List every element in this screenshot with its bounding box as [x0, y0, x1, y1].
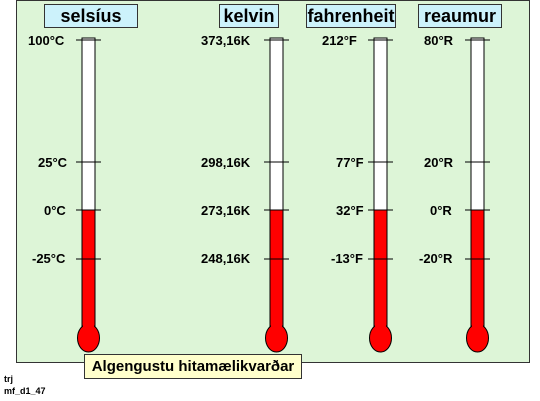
thermometer-reaumur [465, 37, 490, 353]
label-fahrenheit-212: 212°F [322, 33, 357, 48]
label-kelvin-29816: 298,16K [201, 155, 251, 170]
label-kelvin-24816: 248,16K [201, 251, 251, 266]
label-selsius-100: 100°C [28, 33, 65, 48]
label-kelvin-27316: 273,16K [201, 203, 251, 218]
bulb-neck [375, 320, 386, 334]
thermometer-kelvin [264, 37, 289, 353]
label-reaumur-80: 80°R [424, 33, 454, 48]
label-selsius-25: 25°C [38, 155, 68, 170]
label-selsius-0: 0°C [44, 203, 66, 218]
thermometer-selsius [76, 37, 101, 353]
scale-title-selsius: selsíus [44, 4, 138, 28]
scale-title-reaumur: reaumur [418, 4, 502, 28]
label-fahrenheit-minus13: -13°F [331, 251, 363, 266]
footer-code: mf_d1_47 [4, 386, 46, 396]
label-reaumur-0: 0°R [430, 203, 452, 218]
bulb-neck [271, 320, 282, 334]
thermometer-tube [269, 37, 284, 211]
scale-title-kelvin: kelvin [219, 4, 279, 28]
footer-author: trj [4, 374, 13, 384]
scale-title-fahrenheit: fahrenheit [306, 4, 396, 28]
mercury-column [269, 209, 284, 331]
thermometer-tube [373, 37, 388, 211]
thermometer-tube [81, 37, 96, 211]
mercury-column [81, 209, 96, 331]
label-kelvin-37316: 373,16K [201, 33, 251, 48]
bulb-neck [472, 320, 483, 334]
diagram-caption: Algengustu hitamælikvarðar [84, 354, 302, 379]
label-selsius-minus25: -25°C [32, 251, 66, 266]
label-fahrenheit-32: 32°F [336, 203, 364, 218]
thermometer-fahrenheit [368, 37, 393, 353]
label-reaumur-20: 20°R [424, 155, 454, 170]
bulb-neck [83, 320, 94, 334]
label-reaumur-minus20: -20°R [419, 251, 453, 266]
mercury-column [373, 209, 388, 331]
thermometer-tube [470, 37, 485, 211]
label-fahrenheit-77: 77°F [336, 155, 364, 170]
mercury-column [470, 209, 485, 331]
